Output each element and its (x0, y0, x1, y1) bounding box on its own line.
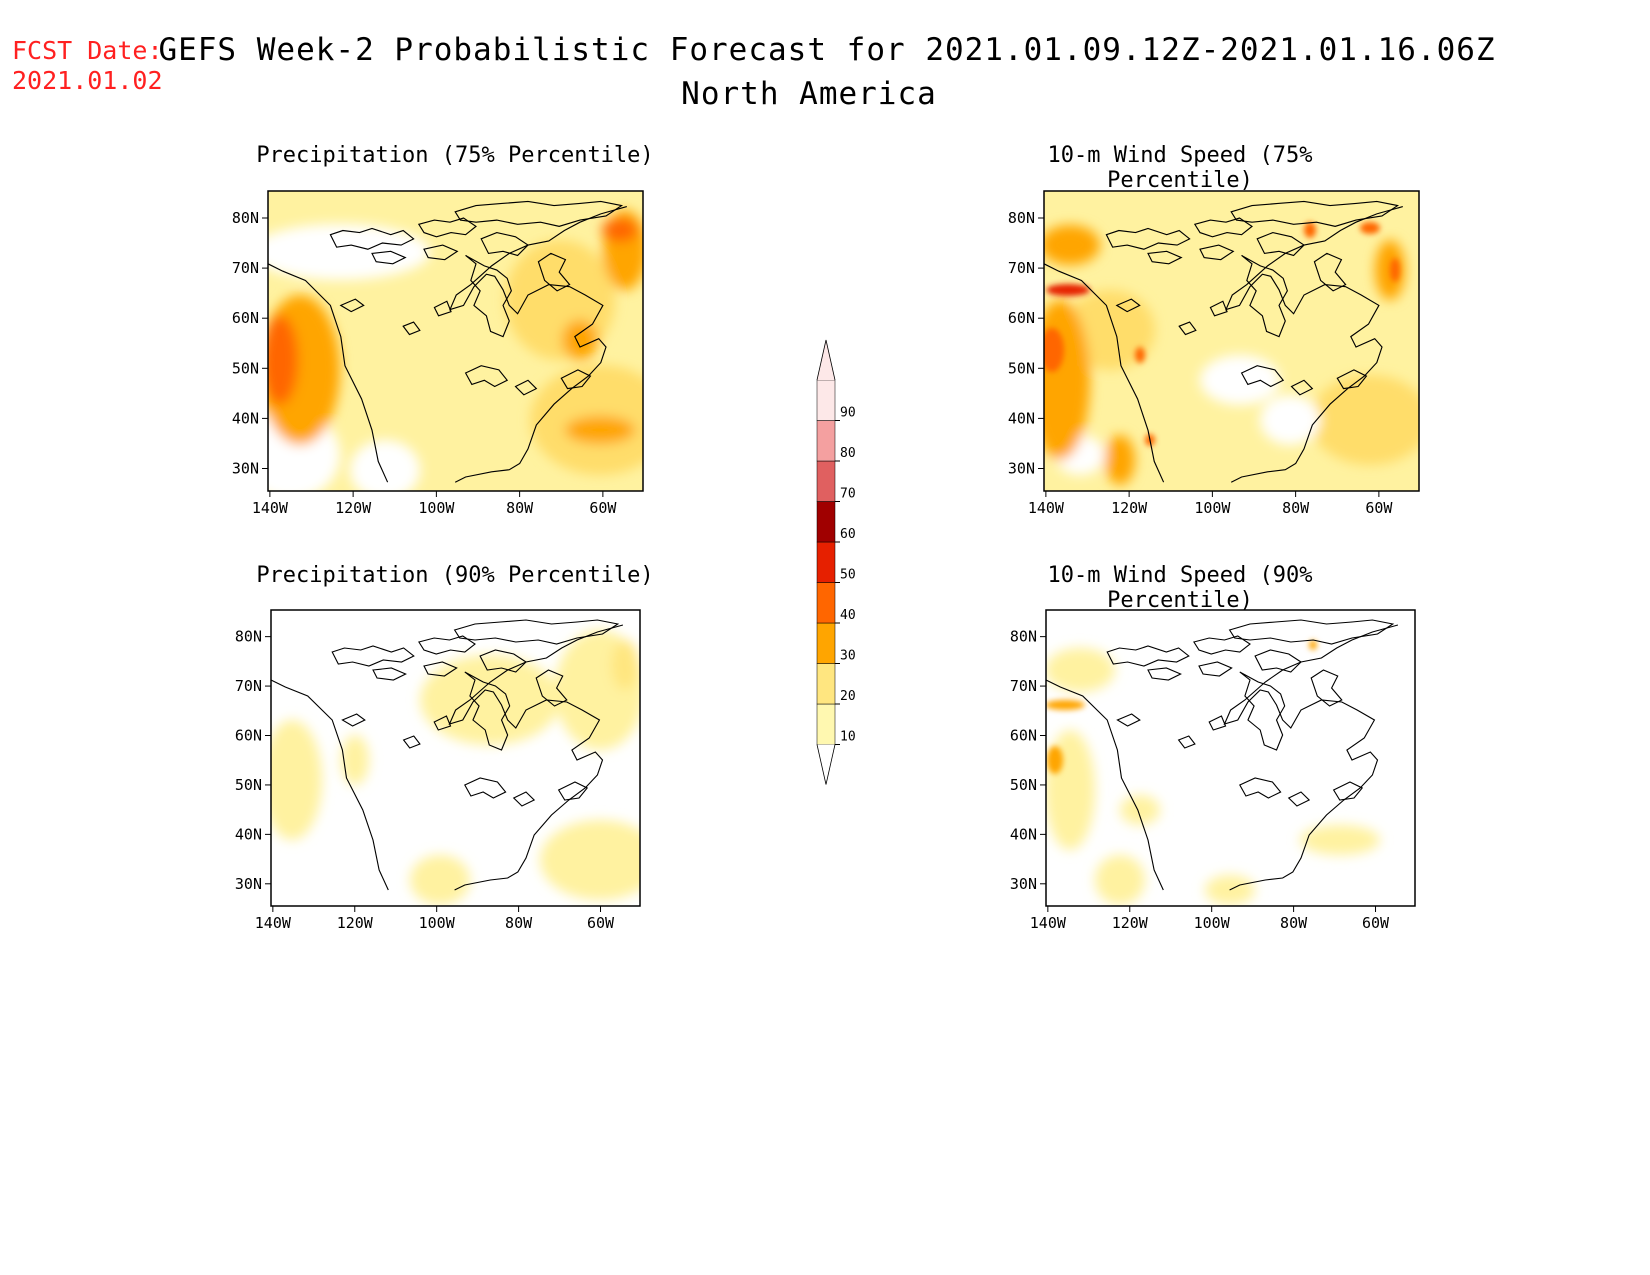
colorbar-swatch (816, 501, 836, 543)
lon-tick-label: 120W (1111, 499, 1148, 517)
forecast-date-block: FCST Date: 2021.01.02 (12, 36, 163, 96)
lon-tick-label: 140W (1028, 499, 1065, 517)
axes-layer: 80N 70N 60N 50N 40N 30N 140W 120W 100W 80W 60W 80N 7… (232, 209, 1393, 932)
colorbar-top-end (816, 339, 836, 381)
lon-tick-label: 80W (1282, 499, 1310, 517)
map-panel-wind-75 (1043, 190, 1420, 492)
lat-tick-label: 80N (1008, 209, 1035, 227)
lon-tick-label: 60W (587, 914, 615, 932)
colorbar-swatch (816, 622, 836, 664)
lat-tick-label: 50N (1010, 776, 1037, 794)
colorbar-swatch (816, 379, 836, 421)
figure-title: GEFS Week-2 Probabilistic Forecast for 2… (158, 32, 1496, 68)
colorbar-level-label: 30 (840, 649, 856, 664)
forecast-date-value: 2021.01.02 (12, 66, 163, 95)
region-title: North America (681, 76, 937, 112)
lat-tick-label: 30N (235, 875, 262, 893)
lat-tick-label: 40N (235, 825, 262, 843)
colorbar-swatch (816, 703, 836, 745)
colorbar-level-label: 20 (840, 689, 856, 704)
lat-tick-label: 80N (1010, 628, 1037, 646)
lon-tick-label: 120W (335, 499, 372, 517)
map-frame (1045, 609, 1416, 907)
lat-tick-label: 70N (235, 677, 262, 695)
lat-tick-label: 70N (1008, 259, 1035, 277)
colorbar-swatch (816, 420, 836, 462)
lat-tick-label: 50N (1008, 359, 1035, 377)
colorbar-level-label: 70 (840, 487, 856, 502)
lon-tick-label: 60W (589, 499, 617, 517)
lon-tick-label: 100W (419, 914, 456, 932)
colorbar: 10 20 30 40 50 60 70 80 90 (816, 339, 856, 785)
lon-tick-label: 80W (505, 914, 533, 932)
lat-tick-label: 60N (1008, 309, 1035, 327)
map-frame (1043, 190, 1420, 492)
lon-tick-label: 60W (1365, 499, 1393, 517)
lat-tick-label: 30N (232, 460, 259, 478)
colorbar-level-label: 10 (840, 730, 856, 745)
lat-tick-label: 70N (232, 259, 259, 277)
colorbar-swatch (816, 582, 836, 624)
map-frame (267, 190, 644, 492)
lon-tick-label: 80W (1280, 914, 1308, 932)
lat-tick-label: 80N (235, 628, 262, 646)
lat-tick-label: 50N (232, 359, 259, 377)
lat-tick-label: 60N (1010, 727, 1037, 745)
panel-title-precip-75: Precipitation (75% Percentile) (256, 143, 654, 168)
lon-tick-label: 80W (506, 499, 534, 517)
panel-title-precip-90: Precipitation (90% Percentile) (256, 563, 654, 588)
colorbar-level-label: 50 (840, 568, 856, 583)
lon-tick-label: 140W (1030, 914, 1067, 932)
colorbar-level-label: 90 (840, 406, 856, 421)
lon-tick-label: 140W (255, 914, 292, 932)
lon-tick-label: 60W (1362, 914, 1390, 932)
map-frame (270, 609, 641, 907)
lat-tick-label: 40N (232, 409, 259, 427)
lon-tick-label: 100W (1194, 914, 1231, 932)
lon-tick-label: 100W (1194, 499, 1231, 517)
lat-tick-label: 70N (1010, 677, 1037, 695)
colorbar-swatch (816, 663, 836, 705)
lat-tick-label: 60N (235, 727, 262, 745)
lon-tick-label: 100W (418, 499, 455, 517)
colorbar-level-label: 40 (840, 608, 856, 623)
map-panel-precip-90 (270, 609, 641, 907)
lat-tick-label: 30N (1008, 460, 1035, 478)
map-panel-wind-90 (1045, 609, 1416, 907)
lat-tick-label: 40N (1010, 825, 1037, 843)
lon-tick-label: 120W (337, 914, 374, 932)
map-panel-precip-75 (267, 190, 644, 492)
lat-tick-label: 80N (232, 209, 259, 227)
colorbar-swatch (816, 460, 836, 502)
lat-tick-label: 60N (232, 309, 259, 327)
lat-tick-label: 40N (1008, 409, 1035, 427)
colorbar-bottom-end (816, 744, 836, 785)
lon-tick-label: 140W (252, 499, 289, 517)
lon-tick-label: 120W (1112, 914, 1149, 932)
forecast-date-label: FCST Date: (12, 36, 163, 65)
colorbar-level-label: 80 (840, 446, 856, 461)
colorbar-swatch (816, 541, 836, 583)
lat-tick-label: 50N (235, 776, 262, 794)
panel-title-wind-75: 10-m Wind Speed (75% Percentile) (1047, 143, 1313, 193)
lat-tick-label: 30N (1010, 875, 1037, 893)
panel-title-wind-90: 10-m Wind Speed (90% Percentile) (1047, 563, 1313, 613)
colorbar-level-label: 60 (840, 527, 856, 542)
